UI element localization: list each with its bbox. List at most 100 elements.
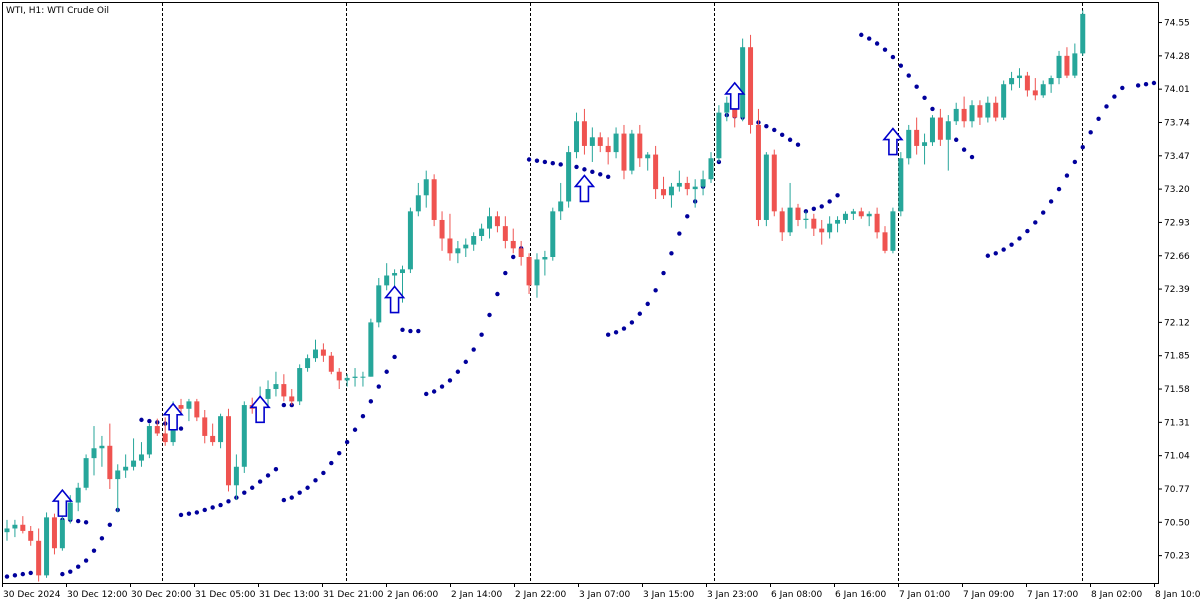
sar-dot	[4, 574, 10, 579]
sar-dot	[68, 569, 73, 574]
sar-dot	[471, 347, 476, 352]
sar-dot	[360, 413, 366, 419]
price-tick-label: 70.77	[1164, 485, 1190, 495]
buy-arrow-icon	[882, 127, 904, 156]
sar-dot	[866, 36, 872, 41]
time-tick-label: 8 Jan 10:00	[1155, 590, 1200, 600]
sar-dot	[819, 204, 824, 209]
sar-dot	[653, 288, 658, 293]
sar-dot	[273, 467, 279, 472]
candle-body	[874, 213, 880, 233]
time-tick-label: 7 Jan 01:00	[899, 590, 951, 600]
sar-dot	[985, 253, 991, 258]
candle-body	[99, 445, 105, 449]
sar-dot	[795, 142, 801, 147]
candle-body	[661, 189, 667, 196]
time-tick-label: 31 Dec 21:00	[323, 590, 384, 600]
sar-dot	[495, 291, 500, 297]
time-tick-label: 30 Dec 20:00	[131, 590, 192, 600]
sar-dot	[20, 571, 26, 577]
candle-body	[1040, 84, 1046, 96]
candle-body	[827, 223, 833, 233]
sar-dot	[12, 573, 18, 578]
sar-dot	[376, 384, 381, 389]
candle-body	[59, 519, 65, 549]
candle-body	[692, 186, 698, 190]
sar-dot	[961, 147, 967, 152]
candle-body	[724, 102, 730, 113]
sar-dot	[60, 571, 65, 577]
candle-body	[613, 133, 619, 153]
time-tick-label: 2 Jan 14:00	[451, 590, 503, 600]
candle-body	[811, 218, 817, 229]
candle-body	[123, 466, 129, 471]
sar-dot	[439, 384, 445, 389]
candle-body	[858, 211, 864, 217]
buy-arrow-icon	[383, 285, 406, 314]
sar-dot	[835, 193, 840, 198]
sar-dot	[772, 127, 777, 133]
sar-dot	[281, 497, 287, 503]
sar-dot	[194, 510, 200, 515]
candle-body	[178, 405, 184, 409]
candle-body	[368, 322, 374, 377]
sar-dot	[479, 332, 484, 337]
sar-dot	[408, 328, 413, 334]
sar-dot	[605, 332, 611, 337]
candle-body	[336, 371, 342, 381]
sar-dot	[28, 570, 33, 576]
candle-body	[637, 133, 643, 159]
sar-dot	[329, 460, 334, 466]
candle-body	[4, 528, 10, 533]
sar-dot	[890, 54, 896, 60]
candle-body	[574, 121, 580, 153]
candle-body	[748, 47, 754, 125]
sar-dot	[882, 47, 888, 52]
sar-dot	[265, 473, 271, 478]
candle-body	[146, 426, 152, 455]
sar-dot	[352, 427, 358, 432]
sar-dot	[558, 162, 563, 167]
candle-body	[629, 133, 635, 171]
candle-body	[233, 466, 239, 486]
sar-dot	[613, 330, 619, 335]
candle-body	[131, 460, 137, 467]
candle-body	[502, 226, 508, 241]
sar-dot	[1064, 173, 1070, 178]
candle-body	[700, 179, 706, 187]
sar-dot	[368, 399, 374, 404]
sar-dot	[242, 490, 247, 495]
sar-dot	[906, 73, 911, 78]
price-tick-label: 73.20	[1164, 185, 1190, 195]
candle-body	[328, 355, 334, 372]
sar-dot	[83, 520, 89, 525]
sar-dot	[99, 536, 105, 541]
candle-body	[819, 228, 825, 233]
price-tick-label: 72.93	[1164, 218, 1190, 228]
time-tick-label: 7 Jan 17:00	[1027, 590, 1079, 600]
sar-dot	[550, 161, 555, 166]
candle-body	[352, 376, 358, 378]
sar-dot	[574, 164, 579, 170]
sar-dot	[1096, 116, 1101, 121]
sar-dot	[677, 231, 682, 236]
candle-body	[265, 389, 271, 399]
candle-body	[850, 211, 856, 214]
sar-dot	[827, 199, 832, 204]
sar-dot	[661, 270, 666, 276]
sar-dot	[431, 389, 437, 394]
sar-dot	[1009, 242, 1014, 247]
sar-dot	[1025, 228, 1030, 234]
candle-body	[407, 211, 413, 270]
price-tick-label: 71.58	[1164, 385, 1190, 395]
candle-body	[1001, 84, 1007, 118]
candle-body	[890, 211, 896, 251]
buy-arrow-icon	[573, 174, 596, 203]
candle-body	[969, 105, 975, 122]
candle-body	[471, 236, 477, 245]
sar-dot	[400, 327, 405, 332]
sar-dot	[384, 369, 389, 374]
candle-body	[392, 273, 398, 276]
candle-body	[51, 517, 57, 549]
